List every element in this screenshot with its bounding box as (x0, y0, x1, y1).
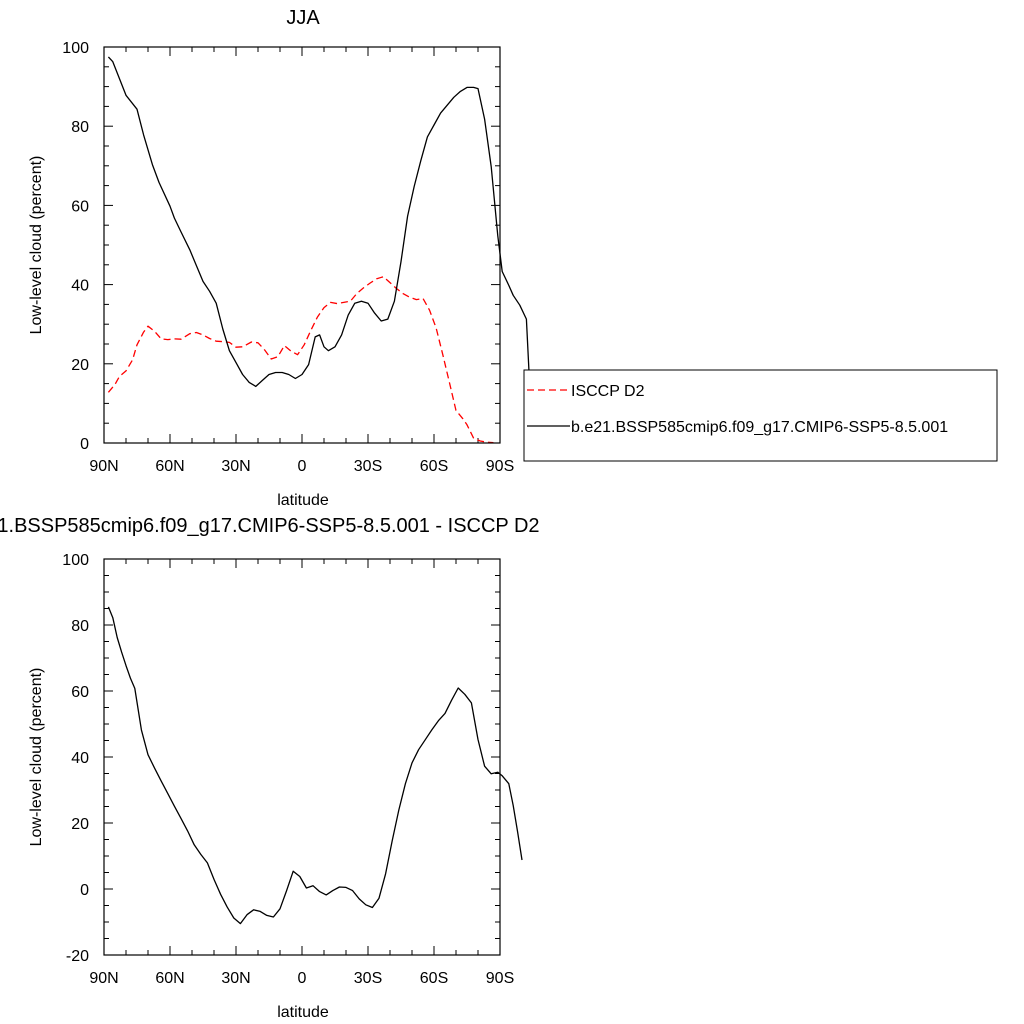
bottom-y-axis-label: Low-level cloud (percent) (28, 668, 45, 847)
y-tick-label: 40 (71, 278, 89, 295)
top-plot-frame (103, 46, 501, 444)
x-tick-label: 30S (354, 970, 382, 987)
x-tick-label: 60S (420, 458, 448, 475)
bottom-plot-frame (103, 558, 501, 956)
legend-label-isccp: ISCCP D2 (571, 383, 645, 400)
legend: ISCCP D2 b.e21.BSSP585cmip6.f09_g17.CMIP… (523, 369, 998, 462)
y-tick-label: 0 (80, 436, 89, 453)
x-tick-label: 30N (221, 970, 250, 987)
top-x-axis-label: latitude (277, 492, 329, 509)
bottom-series-group (107, 606, 523, 925)
x-tick-label: 90N (89, 970, 118, 987)
series-line-model (107, 56, 532, 409)
bottom-panel: b.e21.BSSP585cmip6.f09_g17.CMIP6-SSP5-8.… (0, 515, 540, 1021)
x-tick-label: 60N (155, 458, 184, 475)
x-tick-label: 90N (89, 458, 118, 475)
y-tick-label: 20 (71, 816, 89, 833)
bottom-tick-labels: 90N 60N 30N 0 30S 60S 90S -20 0 20 40 60 80 100 (62, 552, 514, 987)
x-tick-label: 60N (155, 970, 184, 987)
bottom-x-axis-label: latitude (277, 1004, 329, 1021)
x-tick-label: 90S (486, 458, 514, 475)
y-tick-label: 80 (71, 618, 89, 635)
top-panel: JJA 90N 60N 30N 0 30S 60S 90S 0 20 40 60 80 100 lati… (28, 7, 532, 509)
y-tick-label: 20 (71, 357, 89, 374)
top-series-group (107, 56, 532, 444)
bottom-axis-ticks (103, 558, 501, 956)
y-tick-label: 80 (71, 119, 89, 136)
top-axis-ticks (103, 46, 501, 444)
y-tick-label: -20 (66, 948, 89, 965)
top-tick-labels: 90N 60N 30N 0 30S 60S 90S 0 20 40 60 80 100 (62, 40, 514, 475)
x-tick-label: 0 (298, 458, 307, 475)
top-chart-title: JJA (286, 7, 320, 29)
y-tick-label: 100 (62, 40, 89, 57)
x-tick-label: 30S (354, 458, 382, 475)
legend-label-model: b.e21.BSSP585cmip6.f09_g17.CMIP6-SSP5-8.… (571, 419, 948, 436)
series-line-difference (107, 606, 523, 925)
y-tick-label: 0 (80, 882, 89, 899)
top-y-axis-label: Low-level cloud (percent) (28, 156, 45, 335)
x-tick-label: 60S (420, 970, 448, 987)
y-tick-label: 40 (71, 750, 89, 767)
x-tick-label: 30N (221, 458, 250, 475)
x-tick-label: 90S (486, 970, 514, 987)
legend-box (523, 369, 998, 462)
x-tick-label: 0 (298, 970, 307, 987)
bottom-chart-title: b.e21.BSSP585cmip6.f09_g17.CMIP6-SSP5-8.… (0, 515, 540, 537)
y-tick-label: 60 (71, 684, 89, 701)
series-line-isccp (107, 276, 494, 444)
y-tick-label: 100 (62, 552, 89, 569)
y-tick-label: 60 (71, 198, 89, 215)
